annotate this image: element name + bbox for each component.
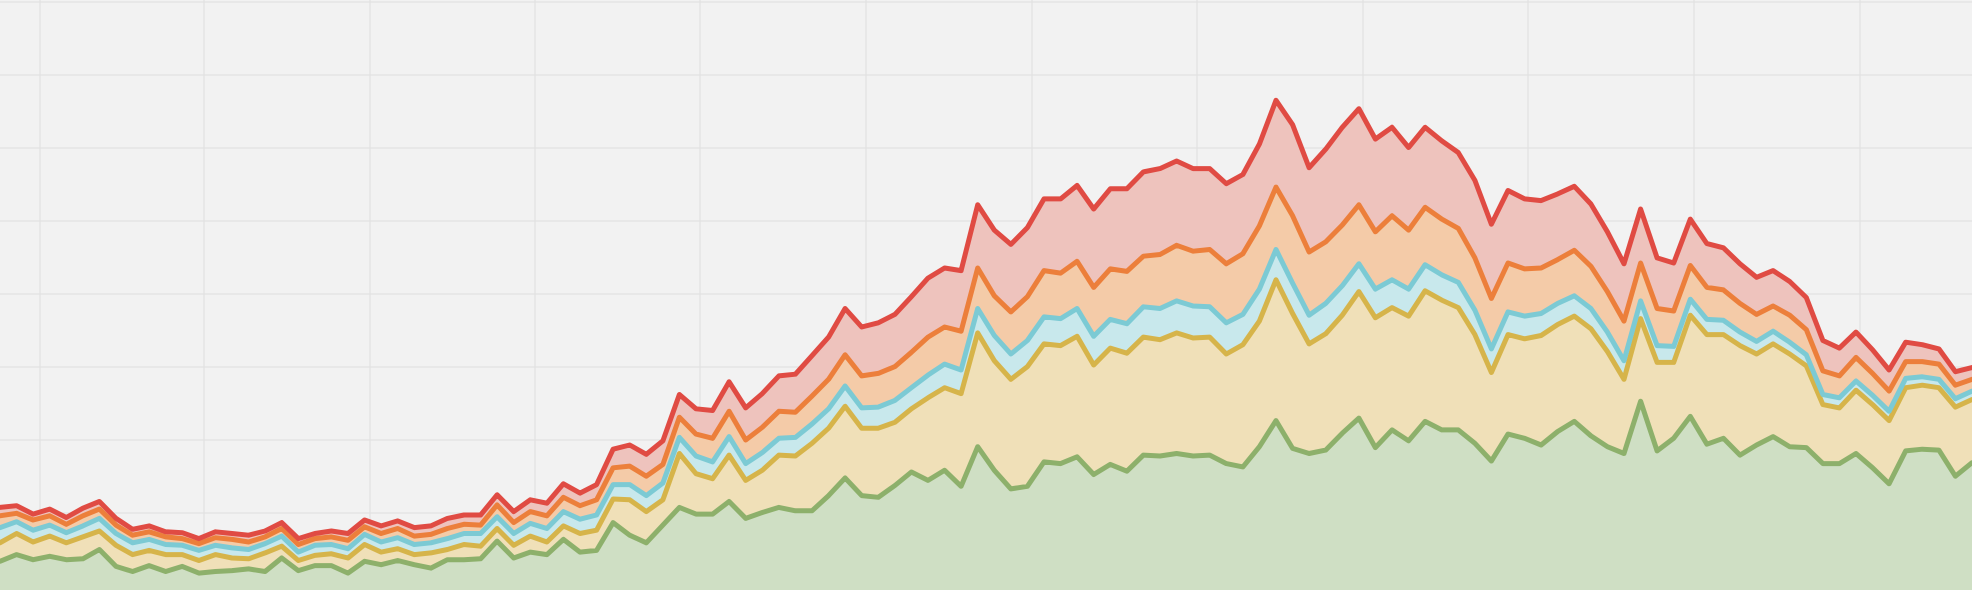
series-4-line <box>0 184 1972 547</box>
series-5-line <box>0 97 1972 542</box>
series-2-area <box>0 279 1972 574</box>
series-5-area <box>0 100 1972 545</box>
series-2-line <box>0 277 1972 563</box>
series-4-area <box>0 187 1972 553</box>
series-1-line <box>0 398 1972 576</box>
series-3-line <box>0 247 1972 555</box>
series-lines <box>0 97 1972 576</box>
series-3-area <box>0 249 1972 561</box>
